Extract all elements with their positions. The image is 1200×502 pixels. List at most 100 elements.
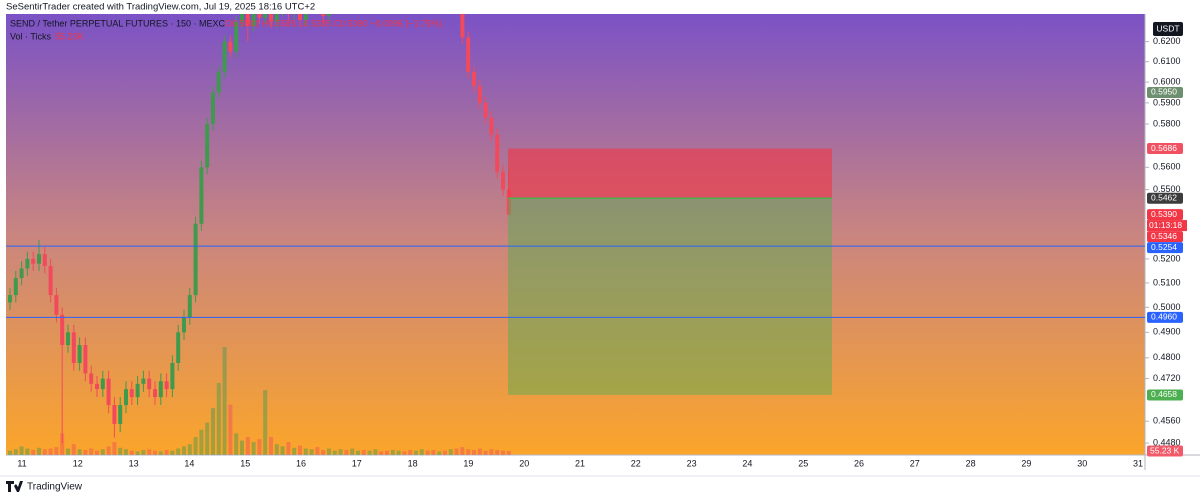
volume-bar <box>147 449 151 455</box>
x-tick-label: 26 <box>854 458 864 468</box>
volume-bar <box>37 448 41 455</box>
candle-body <box>484 103 488 118</box>
volume-bar <box>25 449 29 455</box>
volume-bar <box>112 442 116 455</box>
candle-body <box>72 332 76 363</box>
candle-body <box>78 345 82 363</box>
volume-value: 55.23K <box>55 31 84 41</box>
volume-bar <box>176 449 180 455</box>
volume-bar <box>170 451 174 455</box>
candle-body <box>199 167 203 223</box>
candle-body <box>124 389 128 405</box>
candle-body <box>43 254 47 266</box>
volume-bar <box>420 449 424 455</box>
volume-bar <box>333 451 337 455</box>
price-badge-label: 0.5254 <box>1151 242 1177 252</box>
y-tick-label: 0.5200 <box>1153 253 1181 263</box>
volume-bar <box>165 450 169 455</box>
candle-body <box>223 42 227 72</box>
volume-bar <box>344 450 348 455</box>
x-tick-label: 20 <box>519 458 529 468</box>
x-tick-label: 11 <box>17 458 26 468</box>
volume-bar <box>373 449 377 455</box>
x-tick-label: 28 <box>966 458 976 468</box>
volume-bar <box>437 451 441 455</box>
candle-body <box>489 118 493 135</box>
y-tick-label: 0.6000 <box>1153 76 1181 86</box>
candle-body <box>60 315 64 345</box>
x-tick-label: 14 <box>184 458 194 468</box>
y-tick-label: 0.4720 <box>1153 373 1181 383</box>
volume-bar <box>72 444 76 455</box>
volume-bar <box>95 451 99 455</box>
price-badge-label: 0.4960 <box>1151 312 1177 322</box>
countdown: 01:13:18 <box>1149 220 1182 230</box>
candle-body <box>112 405 116 424</box>
volume-bar <box>31 450 35 455</box>
volume-bar <box>368 451 372 455</box>
volume-bar <box>397 451 401 455</box>
candle-body <box>130 389 134 397</box>
volume-bar <box>199 430 203 455</box>
price-badge-label: 0.5950 <box>1151 87 1177 97</box>
candle-body <box>165 381 169 389</box>
candle-body <box>83 345 87 373</box>
volume-bar <box>460 447 464 455</box>
y-tick-label: 0.6200 <box>1153 36 1181 46</box>
x-tick-label: 25 <box>798 458 808 468</box>
candle-body <box>205 124 209 167</box>
volume-bar <box>489 449 493 455</box>
volume-bar <box>431 450 435 455</box>
x-tick-label: 19 <box>463 458 473 468</box>
candle-body <box>107 379 111 405</box>
x-tick-label: 18 <box>408 458 418 468</box>
header-text: SeSentirTrader created with TradingView.… <box>6 2 315 13</box>
volume-bar <box>286 442 290 455</box>
volume-bar <box>107 446 111 455</box>
candle-body <box>25 259 29 269</box>
volume-bar <box>194 437 198 455</box>
candle-body <box>31 259 35 264</box>
candle-body <box>89 373 93 383</box>
volume-bar <box>315 447 319 455</box>
volume-bar <box>263 390 267 455</box>
candle-body <box>194 224 198 295</box>
volume-bar <box>240 441 244 455</box>
volume-bar <box>89 449 93 455</box>
y-tick-label: 0.5600 <box>1153 162 1181 172</box>
x-tick-label: 24 <box>742 458 752 468</box>
volume-bar <box>136 451 140 455</box>
volume-bar <box>246 437 250 455</box>
candle-body <box>170 363 174 389</box>
candle-body <box>495 135 499 172</box>
volume-bar <box>281 446 285 455</box>
volume-bar <box>83 450 87 455</box>
x-tick-label: 31 <box>1133 458 1143 468</box>
y-tick-label: 0.5100 <box>1153 277 1181 287</box>
x-tick-label: 13 <box>129 458 139 468</box>
candle-body <box>159 381 163 397</box>
candle-body <box>14 278 18 295</box>
candle-body <box>136 384 140 397</box>
candle-body <box>37 254 41 264</box>
volume-bar <box>408 450 412 455</box>
candle-body <box>478 86 482 103</box>
volume-bar <box>385 451 389 455</box>
stop-zone <box>508 149 832 199</box>
volume-bar <box>321 450 325 455</box>
x-tick-label: 29 <box>1021 458 1031 468</box>
volume-bar <box>298 446 302 455</box>
volume-bar <box>414 451 418 455</box>
volume-bar <box>43 449 47 455</box>
candle-body <box>217 72 221 93</box>
volume-bar <box>362 450 366 455</box>
x-tick-label: 21 <box>575 458 585 468</box>
volume-bar <box>443 451 447 455</box>
volume-bar <box>78 449 82 455</box>
x-tick-label: 16 <box>296 458 306 468</box>
volume-bar <box>292 448 296 455</box>
candle-body <box>501 172 505 190</box>
price-badge-label: 0.5686 <box>1151 143 1177 153</box>
volume-bar <box>350 449 354 455</box>
volume-bar <box>252 442 256 455</box>
